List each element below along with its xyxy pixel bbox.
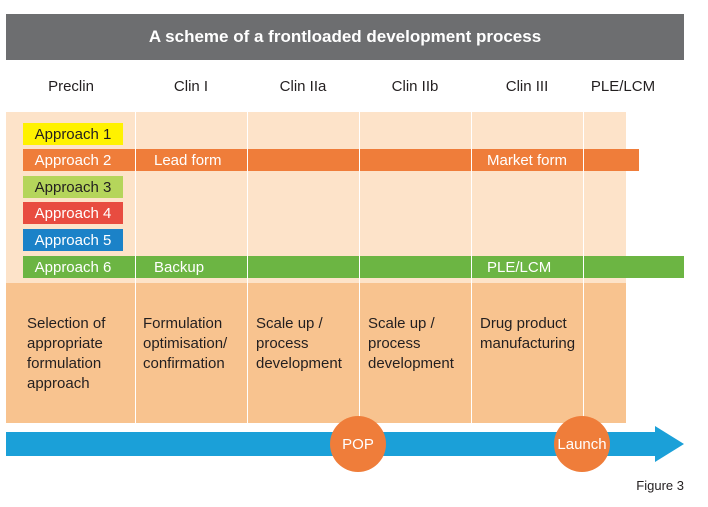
column-header-clin-iia: Clin IIa <box>279 78 327 95</box>
approach-label: Approach 4 <box>34 204 112 222</box>
approach-5-box: Approach 5 <box>23 229 123 251</box>
approach-label: Approach 1 <box>34 125 112 143</box>
column-header-clin-iii: Clin III <box>505 78 549 95</box>
column-header-clin-i: Clin I <box>173 78 209 95</box>
approach-label: Approach 5 <box>34 231 112 249</box>
market-form-label: Market form <box>487 151 568 169</box>
timeline-arrowhead-icon <box>655 426 684 462</box>
lead-form-band <box>135 149 639 171</box>
column-divider <box>247 112 248 423</box>
pop-milestone: POP <box>330 416 386 472</box>
approach-2-box: Approach 2 <box>23 149 123 171</box>
column-header-preclin: Preclin <box>48 78 94 95</box>
approach-3-box: Approach 3 <box>23 176 123 198</box>
activity-clin-iii: Drug product manufacturing <box>480 315 576 352</box>
launch-milestone: Launch <box>554 416 610 472</box>
lead-form-label: Lead form <box>154 151 222 169</box>
activity-clin-iia: Scale up / process development <box>256 315 342 372</box>
column-header-ple-lcm: PLE/LCM <box>590 78 656 95</box>
column-divider <box>471 112 472 423</box>
approach-4-box: Approach 4 <box>23 202 123 224</box>
approach-label: Approach 2 <box>34 151 112 169</box>
column-divider <box>135 112 136 423</box>
activity-area-background <box>6 283 626 423</box>
activity-clin-i: Formulation optimisation/ confirmation <box>143 315 228 372</box>
ple-lcm-label: PLE/LCM <box>487 258 552 276</box>
activity-clin-iib: Scale up / process development <box>368 315 454 372</box>
column-divider <box>359 112 360 423</box>
activity-preclin: Selection of appropriate formulation app… <box>27 315 106 392</box>
figure-caption: Figure 3 <box>636 478 684 493</box>
approach-1-box: Approach 1 <box>23 123 123 145</box>
pop-label: POP <box>342 435 374 453</box>
approach-label: Approach 3 <box>34 178 112 196</box>
approach-label: Approach 6 <box>34 258 112 276</box>
diagram-title: A scheme of a frontloaded development pr… <box>6 14 684 60</box>
launch-label: Launch <box>557 435 607 453</box>
backup-band <box>135 256 684 278</box>
approach-6-box: Approach 6 <box>23 256 123 278</box>
backup-label: Backup <box>154 258 205 276</box>
column-header-clin-iib: Clin IIb <box>391 78 439 95</box>
column-divider <box>583 112 584 423</box>
